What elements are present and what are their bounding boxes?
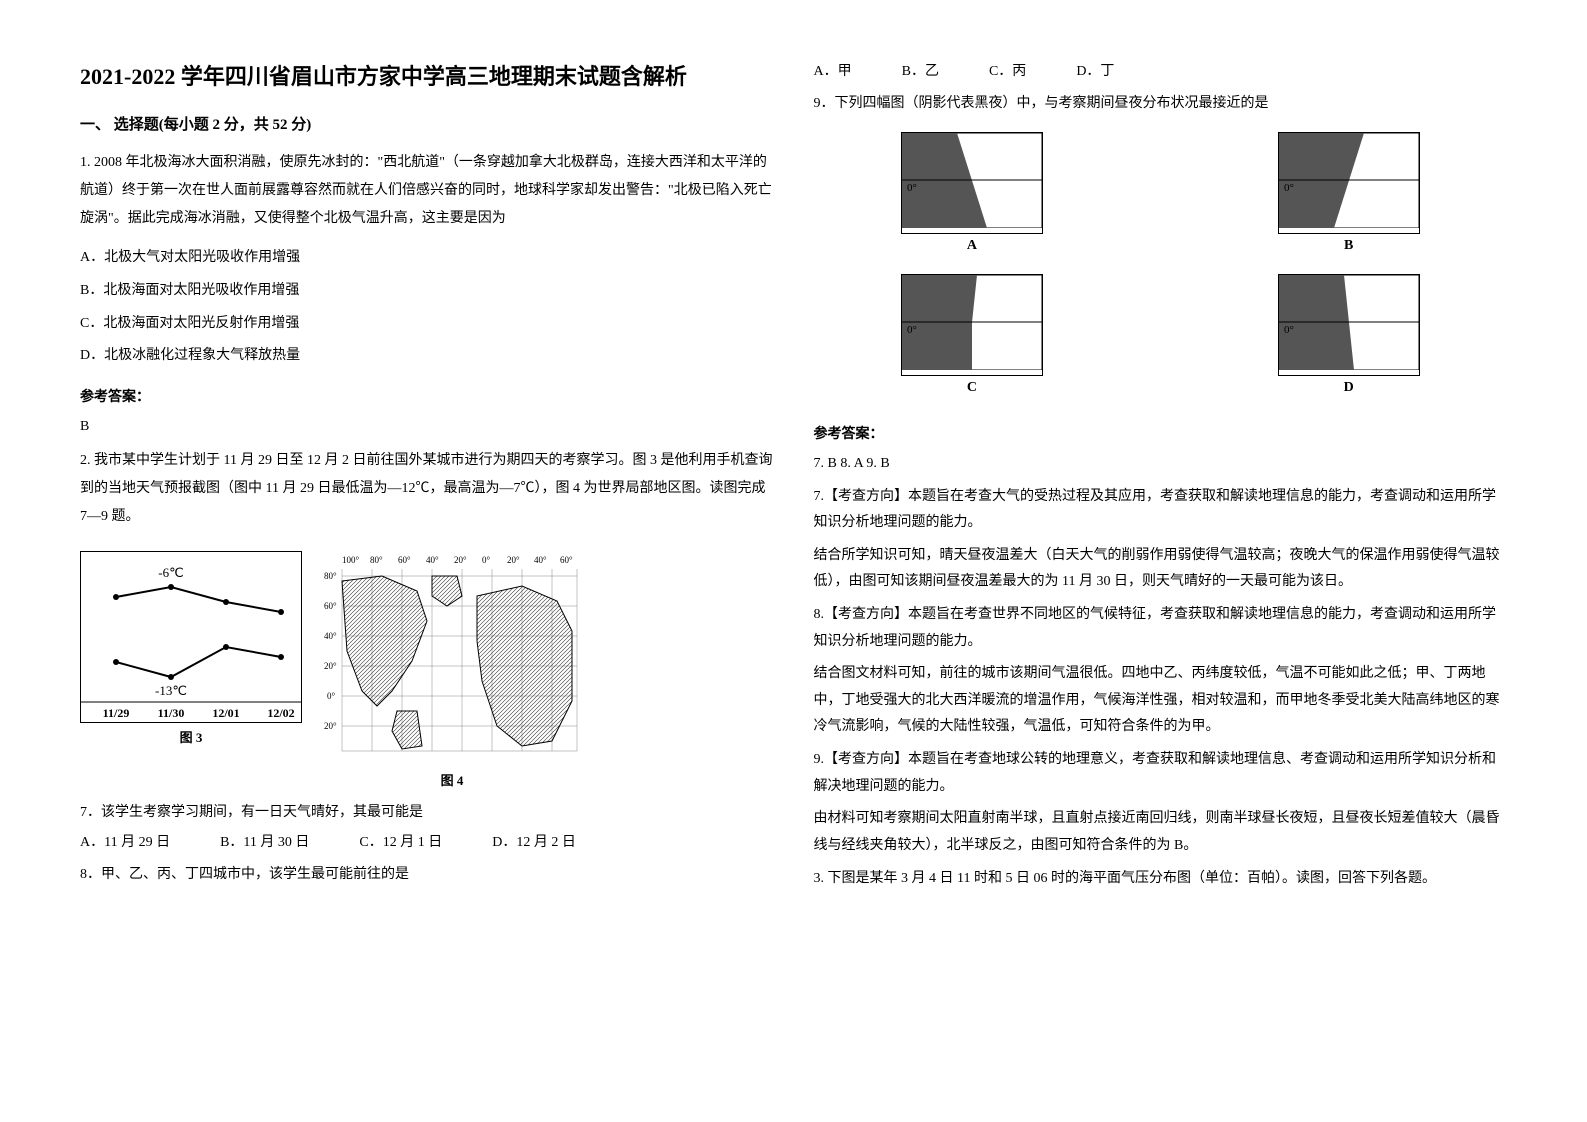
charts-row: -6℃ -13℃ 11/29 11/30 12/01 12/02 图 3 100…: [80, 551, 774, 789]
q3-text: 3. 下图是某年 3 月 4 日 11 时和 5 日 06 时的海平面气压分布图…: [814, 865, 1508, 893]
svg-text:20°: 20°: [324, 661, 337, 671]
svg-text:40°: 40°: [324, 631, 337, 641]
svg-text:80°: 80°: [324, 571, 337, 581]
svg-text:0°: 0°: [482, 555, 491, 565]
svg-text:0°: 0°: [907, 324, 917, 336]
q1-opt-b: B．北极海面对太阳光吸收作用增强: [80, 276, 774, 307]
map-svg: 100° 80° 60° 40° 20° 0° 20° 40° 60°: [322, 551, 582, 761]
sub9-text: 9．下列四幅图（阴影代表黑夜）中，与考察期间昼夜分布状况最接近的是: [814, 90, 1508, 118]
sub8-text: 8．甲、乙、丙、丁四城市中，该学生最可能前往的是: [80, 861, 774, 889]
fig4-label: 图 4: [322, 770, 582, 789]
svg-text:80°: 80°: [370, 555, 383, 565]
q2-answers: 7. B 8. A 9. B: [814, 451, 1508, 478]
svg-text:60°: 60°: [324, 601, 337, 611]
svg-text:20°: 20°: [507, 555, 520, 565]
sub7-text: 7．该学生考察学习期间，有一日天气晴好，其最可能是: [80, 799, 774, 827]
svg-text:12/02: 12/02: [267, 706, 294, 720]
svg-text:40°: 40°: [426, 555, 439, 565]
svg-text:0°: 0°: [907, 182, 917, 194]
q1-answer: B: [80, 414, 774, 441]
sub8-opt-a: A．甲: [814, 60, 852, 80]
sub7-opt-b: B．11 月 30 日: [220, 831, 309, 851]
svg-text:100°: 100°: [342, 555, 360, 565]
sub7-opt-c: C．12 月 1 日: [359, 831, 442, 851]
fig4-wrapper: 100° 80° 60° 40° 20° 0° 20° 40° 60°: [322, 551, 582, 789]
q1-opt-a: A．北极大气对太阳光吸收作用增强: [80, 243, 774, 274]
diagram-c-label: C: [814, 380, 1131, 396]
right-column: A．甲 B．乙 C．丙 D．丁 9．下列四幅图（阴影代表黑夜）中，与考察期间昼夜…: [814, 60, 1508, 1062]
diagram-c: 0°: [901, 274, 1043, 376]
sub8-options: A．甲 B．乙 C．丙 D．丁: [814, 60, 1508, 80]
temperature-chart: -6℃ -13℃ 11/29 11/30 12/01 12/02: [80, 551, 302, 723]
fig3-label: 图 3: [80, 727, 302, 746]
sub7-options: A．11 月 29 日 B．11 月 30 日 C．12 月 1 日 D．12 …: [80, 831, 774, 851]
explain7-body: 结合所学知识可知，晴天昼夜温差大（白天大气的削弱作用弱使得气温较高；夜晚大气的保…: [814, 543, 1508, 596]
q1-answer-header: 参考答案：: [80, 386, 774, 406]
explain8-head: 8.【考查方向】本题旨在考查世界不同地区的气候特征，考查获取和解读地理信息的能力…: [814, 602, 1508, 655]
svg-text:20°: 20°: [454, 555, 467, 565]
svg-text:11/30: 11/30: [158, 706, 185, 720]
sub7-opt-d: D．12 月 2 日: [492, 831, 576, 851]
svg-text:60°: 60°: [560, 555, 573, 565]
svg-text:60°: 60°: [398, 555, 411, 565]
low-temp-label: -13℃: [155, 683, 187, 698]
sub8-opt-d: D．丁: [1076, 60, 1114, 80]
explain7-head: 7.【考查方向】本题旨在考查大气的受热过程及其应用，考查获取和解读地理信息的能力…: [814, 484, 1508, 537]
diagram-c-cell: 0° C: [814, 274, 1131, 396]
diagram-a: 0°: [901, 132, 1043, 234]
explain9-head: 9.【考查方向】本题旨在考查地球公转的地理意义，考查获取和解读地理信息、考查调动…: [814, 747, 1508, 800]
svg-text:40°: 40°: [534, 555, 547, 565]
svg-text:0°: 0°: [1284, 324, 1294, 336]
q2-answer-header: 参考答案：: [814, 423, 1508, 443]
temp-chart-svg: -6℃ -13℃ 11/29 11/30 12/01 12/02: [81, 552, 301, 722]
fig3-wrapper: -6℃ -13℃ 11/29 11/30 12/01 12/02 图 3: [80, 551, 302, 746]
q1-options: A．北极大气对太阳光吸收作用增强 B．北极海面对太阳光吸收作用增强 C．北极海面…: [80, 243, 774, 374]
explain8-body: 结合图文材料可知，前往的城市该期间气温很低。四地中乙、丙纬度较低，气温不可能如此…: [814, 661, 1508, 741]
diagram-a-label: A: [814, 238, 1131, 254]
diagram-a-cell: 0° A: [814, 132, 1131, 254]
svg-text:11/29: 11/29: [103, 706, 130, 720]
q1-opt-c: C．北极海面对太阳光反射作用增强: [80, 309, 774, 340]
diagram-b: 0°: [1278, 132, 1420, 234]
svg-text:0°: 0°: [1284, 182, 1294, 194]
svg-text:0°: 0°: [327, 691, 336, 701]
diagram-b-label: B: [1190, 238, 1507, 254]
document-title: 2021-2022 学年四川省眉山市方家中学高三地理期末试题含解析: [80, 60, 774, 93]
q1-text: 1. 2008 年北极海冰大面积消融，使原先冰封的："西北航道"（一条穿越加拿大…: [80, 149, 774, 233]
sub8-opt-c: C．丙: [989, 60, 1026, 80]
world-map: 100° 80° 60° 40° 20° 0° 20° 40° 60°: [322, 551, 582, 766]
sub8-opt-b: B．乙: [902, 60, 939, 80]
svg-text:20°: 20°: [324, 721, 337, 731]
day-night-diagrams: 0° A 0° B: [814, 132, 1508, 396]
high-temp-label: -6℃: [158, 565, 183, 580]
diagram-d-label: D: [1190, 380, 1507, 396]
diagram-d: 0°: [1278, 274, 1420, 376]
sub7-opt-a: A．11 月 29 日: [80, 831, 170, 851]
q2-text: 2. 我市某中学生计划于 11 月 29 日至 12 月 2 日前往国外某城市进…: [80, 447, 774, 531]
svg-text:12/01: 12/01: [212, 706, 239, 720]
section-header: 一、 选择题(每小题 2 分，共 52 分): [80, 113, 774, 134]
diagram-d-cell: 0° D: [1190, 274, 1507, 396]
diagram-b-cell: 0° B: [1190, 132, 1507, 254]
explain9-body: 由材料可知考察期间太阳直射南半球，且直射点接近南回归线，则南半球昼长夜短，且昼夜…: [814, 806, 1508, 859]
left-column: 2021-2022 学年四川省眉山市方家中学高三地理期末试题含解析 一、 选择题…: [80, 60, 774, 1062]
q1-opt-d: D．北极冰融化过程象大气释放热量: [80, 341, 774, 372]
